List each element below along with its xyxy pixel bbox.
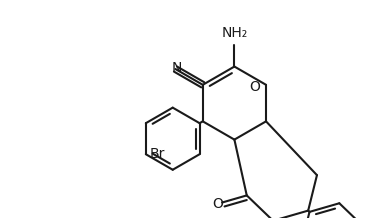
Text: N: N [172, 61, 182, 75]
Text: NH₂: NH₂ [221, 26, 247, 40]
Text: O: O [249, 80, 260, 94]
Text: O: O [212, 197, 223, 211]
Text: Br: Br [150, 147, 165, 161]
